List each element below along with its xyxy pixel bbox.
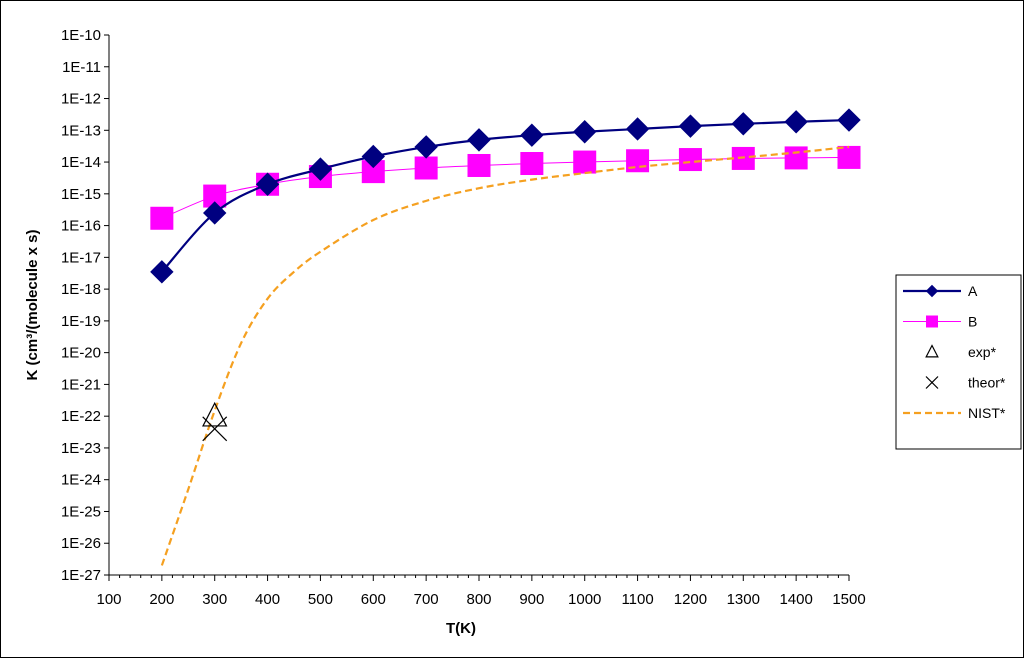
data-point-b	[573, 150, 597, 174]
data-point-b	[678, 148, 702, 172]
x-tick-label: 1100	[621, 591, 653, 608]
data-point-exp	[202, 401, 228, 427]
data-point-a	[520, 123, 544, 147]
data-point-a	[678, 114, 703, 138]
data-point-b	[467, 153, 491, 177]
y-tick-label: 1E-27	[61, 567, 101, 584]
y-tick-label: 1E-23	[61, 440, 101, 457]
legend-marker-a	[925, 284, 939, 298]
data-point-a	[784, 110, 808, 134]
series-theor	[202, 416, 228, 442]
x-tick-label: 1000	[568, 591, 601, 608]
data-point-b	[784, 146, 808, 170]
series-exp	[202, 401, 228, 427]
data-point-a	[731, 112, 755, 136]
legend-item-theor: theor*	[925, 375, 1006, 391]
data-point-a	[467, 128, 491, 152]
data-point-a	[255, 172, 280, 196]
x-tick-label: 1300	[727, 591, 760, 608]
y-tick-label: 1E-18	[61, 281, 101, 298]
y-tick-label: 1E-15	[61, 186, 101, 203]
legend-marker-b	[926, 315, 938, 328]
data-point-a	[203, 201, 227, 225]
y-tick-label: 1E-13	[61, 122, 101, 139]
y-tick-label: 1E-26	[61, 535, 101, 552]
data-point-b	[150, 206, 174, 230]
y-tick-label: 1E-22	[61, 408, 101, 425]
data-point-a	[573, 120, 597, 144]
x-tick-label: 400	[255, 591, 280, 608]
y-tick-label: 1E-21	[61, 376, 101, 393]
legend-label-a: A	[968, 283, 978, 299]
x-tick-label: 800	[466, 591, 491, 608]
y-tick-label: 1E-10	[61, 27, 101, 44]
series-a	[150, 108, 861, 284]
y-tick-label: 1E-19	[61, 313, 101, 330]
legend-box	[895, 274, 1022, 450]
y-axis-title: K (cm³/(molecule x s)	[24, 230, 41, 381]
data-point-a	[308, 157, 333, 181]
data-point-theor	[202, 416, 228, 442]
y-tick-label: 1E-24	[61, 472, 101, 489]
x-tick-label: 100	[96, 591, 121, 608]
x-tick-label: 300	[202, 591, 227, 608]
legend-item-exp: exp*	[925, 344, 997, 360]
legend-item-a: A	[903, 283, 978, 299]
data-point-b	[414, 156, 438, 180]
x-tick-label: 500	[308, 591, 333, 608]
legend-label-b: B	[968, 314, 977, 330]
data-point-b	[837, 145, 861, 169]
data-point-a	[361, 144, 385, 169]
data-point-a	[625, 117, 650, 141]
y-tick-label: 1E-25	[61, 503, 101, 520]
series-layer	[150, 108, 861, 566]
legend-item-nist: NIST*	[903, 405, 1006, 421]
data-point-a	[150, 260, 174, 284]
x-tick-label: 600	[361, 591, 386, 608]
series-line-nist	[160, 145, 850, 566]
series-nist	[160, 145, 850, 566]
legend-label-theor: theor*	[968, 375, 1006, 391]
legend-label-exp: exp*	[968, 344, 997, 360]
y-tick-label: 1E-20	[61, 345, 101, 362]
data-point-a	[837, 108, 861, 132]
x-tick-label: 1400	[779, 591, 812, 608]
data-point-a	[414, 135, 438, 159]
data-point-b	[520, 152, 544, 176]
legend-label-nist: NIST*	[968, 405, 1006, 421]
x-tick-label: 200	[149, 591, 174, 608]
y-tick-label: 1E-11	[62, 59, 101, 76]
x-tick-label: 700	[414, 591, 439, 608]
x-tick-label: 1500	[832, 591, 865, 608]
x-axis-title: T(K)	[446, 620, 476, 637]
legend-marker-exp	[925, 344, 939, 358]
legend-item-b: B	[903, 314, 977, 330]
series-line-a	[161, 118, 850, 273]
x-tick-label: 900	[519, 591, 544, 608]
y-tick-label: 1E-17	[61, 249, 101, 266]
axes-layer: 1E-10 1E-11 1E-12 1E-13 1E-14 1E-15 1E-16 1E-17…	[61, 27, 866, 608]
y-tick-label: 1E-12	[61, 91, 101, 108]
y-tick-label: 1E-14	[61, 154, 101, 171]
x-tick-label: 1200	[674, 591, 707, 608]
y-tick-label: 1E-16	[61, 218, 101, 235]
legend-marker-theor	[925, 376, 939, 389]
